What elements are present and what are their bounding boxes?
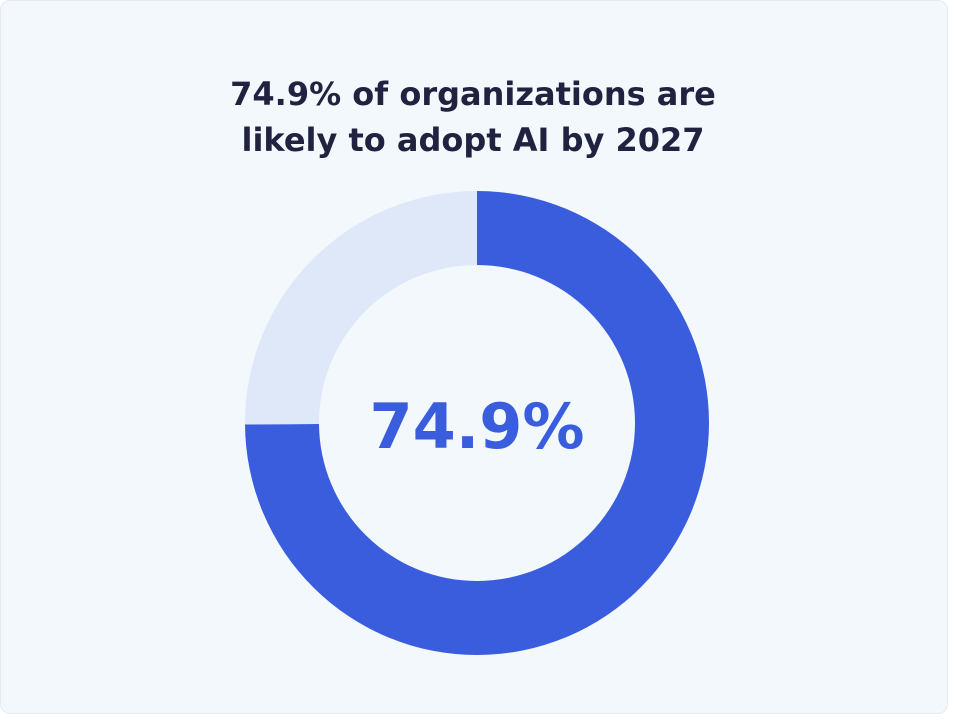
donut-slice-1 — [245, 191, 710, 655]
chart-title-line-2: likely to adopt AI by 2027 — [241, 121, 705, 159]
donut-slice-2 — [245, 191, 477, 425]
chart-card: 74.9% of organizations are likely to ado… — [0, 0, 948, 714]
donut-center-label: 74.9% — [369, 390, 584, 463]
donut-slices — [245, 191, 710, 655]
chart-title: 74.9% of organizations are likely to ado… — [1, 71, 945, 163]
chart-title-line-1: 74.9% of organizations are — [230, 75, 716, 113]
donut-chart: 74.9% — [245, 191, 710, 655]
